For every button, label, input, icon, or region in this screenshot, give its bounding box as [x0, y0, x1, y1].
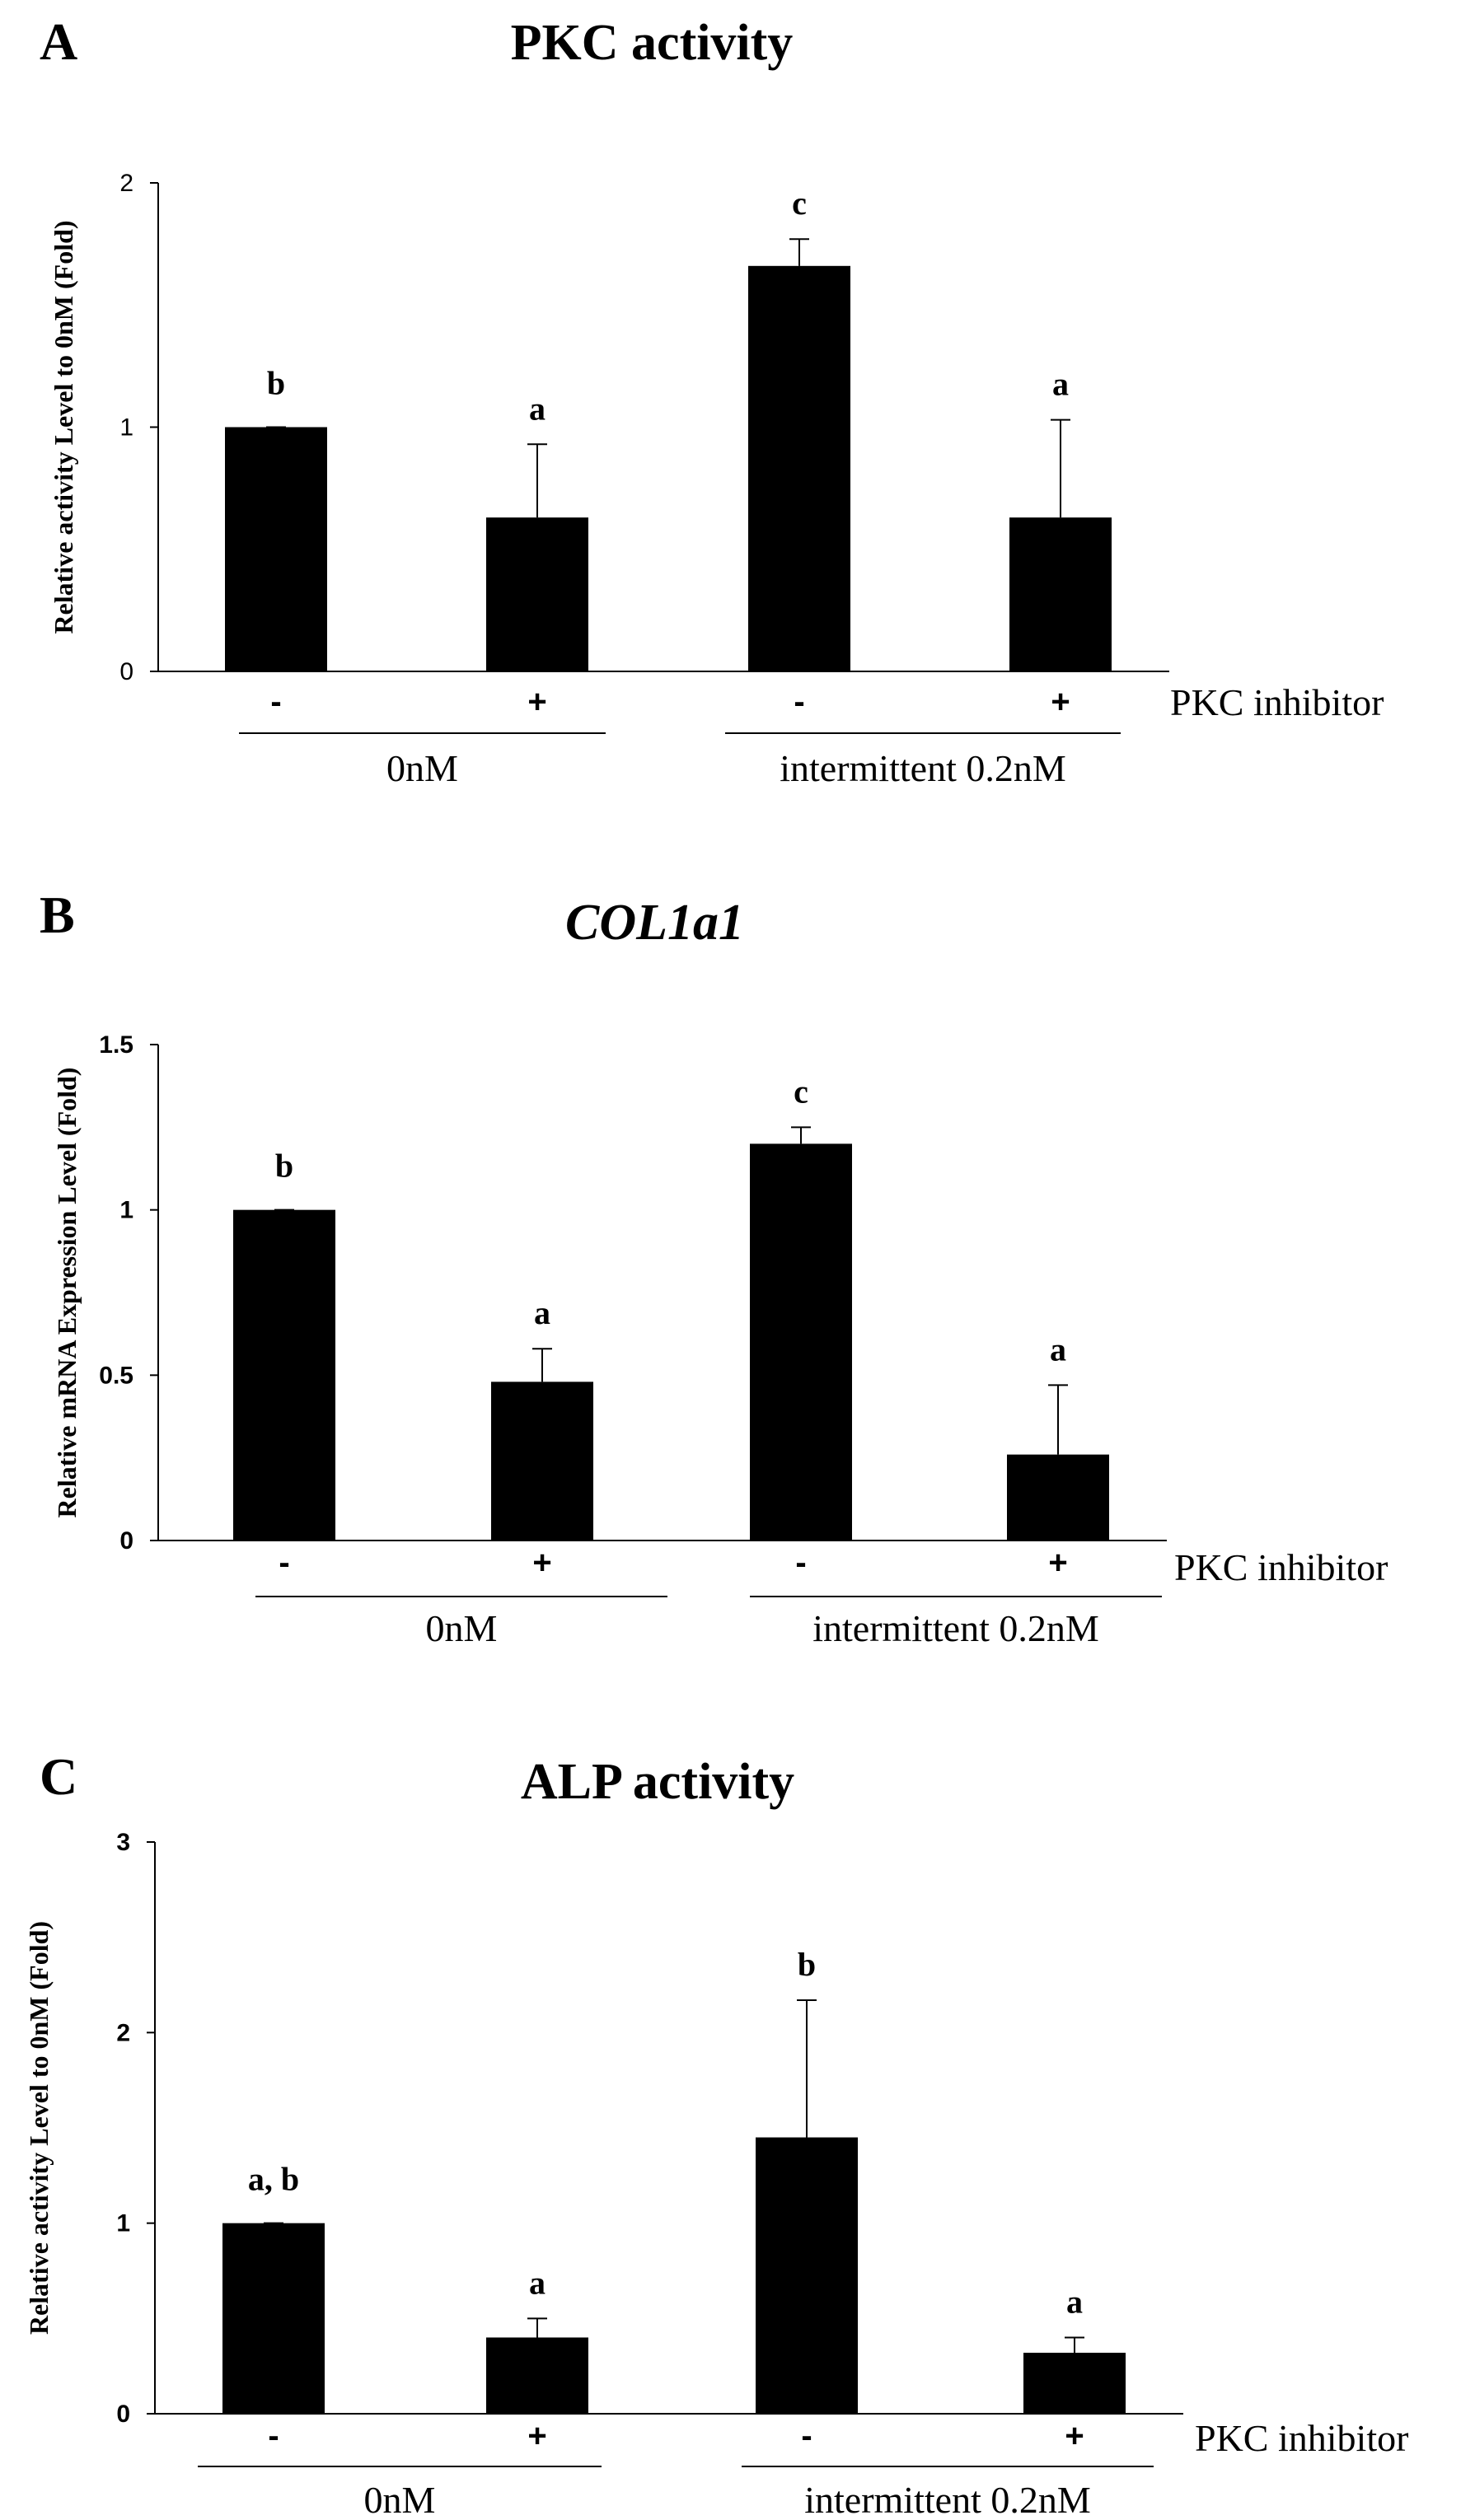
bar [1007, 1454, 1109, 1541]
chart-panel-a: A PKC activity Relative activity Level to … [40, 12, 1384, 789]
chart-title: COL1a1 [565, 895, 744, 951]
bar [750, 1143, 852, 1541]
x-tick-label: + [532, 1545, 551, 1581]
significance-label: a [1050, 1330, 1066, 1368]
x-tick-label: - [279, 1545, 289, 1581]
significance-label: a, b [248, 2161, 299, 2198]
row-label: PKC inhibitor [1195, 2417, 1408, 2459]
significance-label: c [792, 185, 807, 222]
significance-label: a [1052, 366, 1069, 403]
bar [225, 427, 327, 671]
bar [233, 1209, 335, 1541]
x-tick-label: - [801, 2418, 812, 2454]
group-label: intermittent 0.2nM [812, 1607, 1099, 1649]
x-tick-label: + [527, 684, 546, 720]
y-axis-label: Relative activity Level to 0nM (Fold) [24, 1921, 54, 2335]
significance-label: b [275, 1148, 293, 1185]
bar [756, 2137, 858, 2414]
group-label: 0nM [364, 2479, 436, 2520]
bar [222, 2223, 325, 2414]
x-tick-label: - [270, 684, 281, 720]
group-label: intermittent 0.2nM [780, 747, 1066, 789]
y-axis-label: Relative activity Level to 0nM (Fold) [49, 220, 78, 634]
bar [486, 517, 588, 671]
y-tick-label: 1 [119, 1197, 133, 1224]
y-tick-label: 0.5 [99, 1362, 133, 1389]
significance-label: a [529, 390, 546, 427]
chart-panel-b: B COL1a1 Relative mRNA Expression Level (F… [40, 886, 1388, 1649]
significance-label: b [798, 1946, 816, 1983]
x-tick-label: + [1048, 1545, 1067, 1581]
y-tick-label: 1 [119, 414, 133, 442]
y-axis-label: Relative mRNA Expression Level (Fold) [52, 1068, 82, 1518]
y-tick-label: 1.5 [99, 1031, 133, 1059]
chart-title: PKC activity [511, 15, 794, 71]
significance-label: a [529, 2264, 546, 2301]
bar [1009, 517, 1112, 671]
group-label: 0nM [426, 1607, 498, 1649]
bar [1023, 2352, 1126, 2414]
x-tick-label: - [794, 684, 804, 720]
significance-label: c [794, 1073, 808, 1110]
y-tick-label: 0 [119, 658, 133, 685]
x-tick-label: + [1065, 2418, 1084, 2454]
significance-label: a [1066, 2283, 1083, 2320]
x-tick-label: + [1051, 684, 1070, 720]
row-label: PKC inhibitor [1170, 681, 1384, 723]
x-tick-label: - [795, 1545, 806, 1581]
y-tick-label: 3 [116, 1829, 130, 1856]
x-tick-label: + [527, 2418, 546, 2454]
bar [486, 2337, 588, 2414]
chart-panel-c: C ALP activity Relative activity Level to … [24, 1747, 1408, 2520]
significance-label: b [267, 365, 285, 402]
group-label: 0nM [386, 747, 458, 789]
y-tick-label: 0 [119, 1527, 133, 1555]
y-tick-label: 0 [116, 2401, 130, 2428]
row-label: PKC inhibitor [1174, 1546, 1388, 1588]
panel-label: A [40, 12, 77, 71]
panel-label: B [40, 886, 75, 944]
panel-label: C [40, 1747, 77, 1806]
chart-title: ALP activity [521, 1754, 794, 1810]
y-tick-label: 1 [116, 2210, 130, 2237]
group-label: intermittent 0.2nM [804, 2479, 1091, 2520]
y-tick-label: 2 [119, 170, 133, 197]
bar [491, 1382, 593, 1541]
bar [748, 265, 850, 671]
y-tick-label: 2 [116, 2019, 130, 2046]
significance-label: a [534, 1294, 550, 1331]
x-tick-label: - [268, 2418, 279, 2454]
